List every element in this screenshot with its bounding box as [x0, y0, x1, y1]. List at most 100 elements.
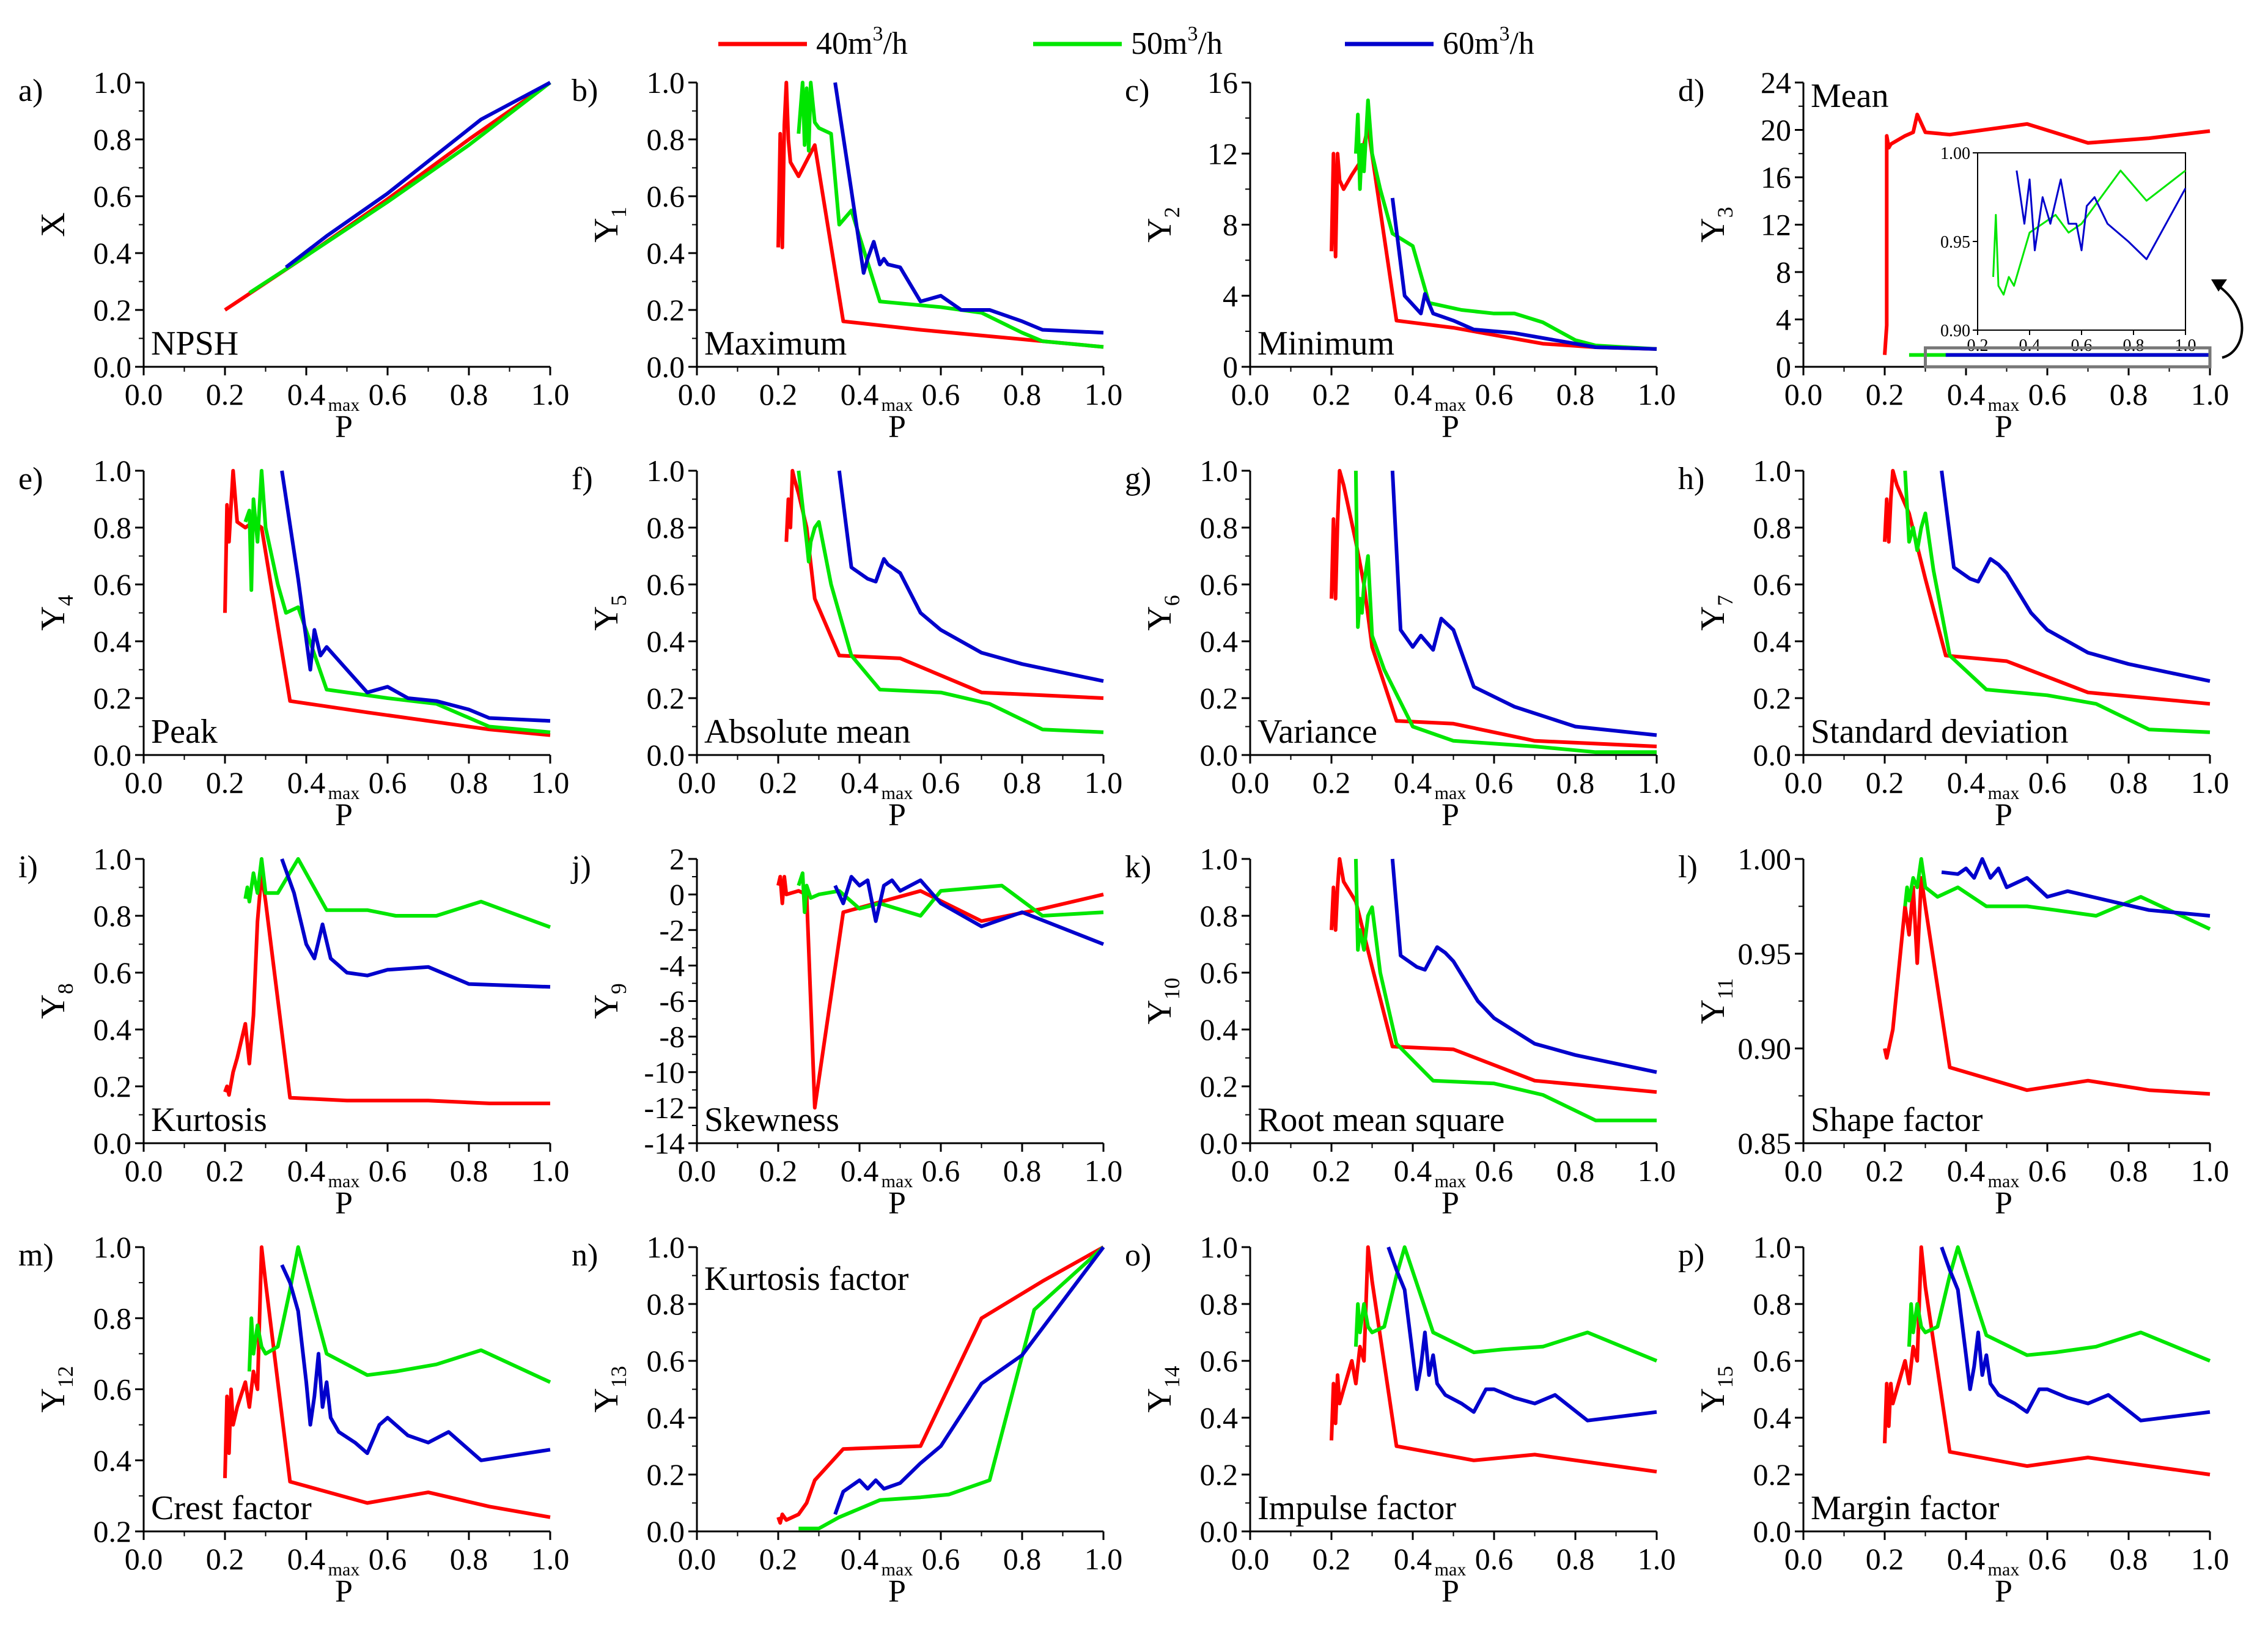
- panel-letter: p): [1678, 1238, 1704, 1273]
- series-line-50: [1353, 470, 1657, 754]
- y-tick-label: 0.4: [1200, 624, 1239, 658]
- y-tick-label: 0.2: [94, 293, 132, 327]
- x-tick-label: 0.4: [1394, 1154, 1432, 1188]
- panel-letter: h): [1678, 462, 1704, 496]
- y-tick-label: 0.0: [1753, 1514, 1792, 1549]
- y-axis-label: Y9: [587, 983, 631, 1018]
- y-tick-label: 0.2: [94, 1514, 132, 1549]
- panel-letter: i): [18, 850, 38, 885]
- x-axis-label: P: [1995, 410, 2012, 444]
- series-line-50: [797, 871, 1104, 918]
- x-tick-label: 0.6: [1475, 377, 1514, 411]
- y-tick-label: 12: [1761, 208, 1791, 242]
- panel-a: 0.0 0.2 0.4 0.6 0.8 1.0 0.0 0.2 0.4 0.6 0.8 1.0 a) Xm…: [18, 65, 569, 444]
- series-line-40: [776, 81, 1104, 349]
- panel-title: Skewness: [704, 1101, 839, 1139]
- inset-x-tick-label: 0.6: [2071, 336, 2093, 355]
- y-tick-label: 0.0: [94, 350, 132, 384]
- x-axis-label-subscript: max: [1435, 395, 1467, 415]
- legend-label: 40m3/h: [816, 23, 908, 61]
- y-tick-label: 0.90: [1738, 1031, 1792, 1066]
- x-tick-label: 1.0: [2191, 1542, 2229, 1576]
- x-axis-label: P: [335, 410, 353, 444]
- panel-letter: g): [1125, 462, 1151, 496]
- series-line-50: [797, 470, 1104, 734]
- y-tick-label: 0.6: [94, 956, 132, 990]
- y-tick-label: 0.6: [1200, 956, 1239, 990]
- series-line-60: [280, 858, 551, 989]
- y-tick-label: 0.0: [94, 1126, 132, 1160]
- y-tick-label: 1.0: [1200, 842, 1239, 876]
- x-tick-label: 0.8: [1003, 377, 1042, 411]
- y-tick-label: 0.0: [94, 738, 132, 772]
- panel-title: Margin factor: [1811, 1489, 2000, 1527]
- x-tick-label: 0.4: [287, 377, 326, 411]
- panel-letter: e): [18, 462, 43, 496]
- y-axis-label: Y7: [1694, 595, 1737, 630]
- y-tick-label: 0.2: [647, 1457, 685, 1492]
- x-tick-label: 0.4: [1947, 377, 1986, 411]
- zoom-arrow-head: [2211, 279, 2227, 292]
- y-tick-label: 0.0: [1200, 1126, 1239, 1160]
- y-tick-label: 0: [669, 877, 685, 912]
- y-tick-label: 0.0: [647, 1514, 685, 1549]
- x-tick-label: 0.4: [1394, 765, 1432, 800]
- y-tick-label: 0.8: [94, 1301, 132, 1335]
- x-axis-label-subscript: max: [1988, 395, 2020, 415]
- x-axis-label: P: [1441, 1186, 1459, 1221]
- inset-y-tick-label: 0.90: [1940, 322, 1970, 341]
- x-axis-label-subscript: max: [1988, 1171, 2020, 1191]
- series-line-60: [1940, 1246, 2211, 1423]
- y-tick-label: 0.2: [647, 293, 685, 327]
- y-tick-label: 0.4: [647, 1401, 685, 1435]
- panel-letter: o): [1125, 1238, 1151, 1273]
- x-tick-label: 0.4: [287, 765, 326, 800]
- series-line-40: [223, 469, 551, 737]
- panel-title: Variance: [1257, 713, 1377, 751]
- y-tick-label: 1.0: [1200, 454, 1239, 488]
- x-axis-label: P: [888, 1574, 906, 1609]
- y-tick-label: 0.8: [647, 1287, 685, 1321]
- series-line-60: [1390, 470, 1657, 737]
- panel-letter: d): [1678, 73, 1704, 108]
- x-tick-label: 0.0: [125, 1542, 163, 1576]
- inset-x-tick-label: 1.0: [2175, 336, 2196, 355]
- y-tick-label: -4: [659, 948, 685, 982]
- series-line-40: [1883, 112, 2211, 355]
- x-tick-label: 0.4: [1947, 1154, 1986, 1188]
- y-tick-label: 0.8: [1200, 899, 1239, 933]
- y-tick-label: 1.0: [647, 65, 685, 100]
- x-tick-label: 0.2: [206, 1154, 245, 1188]
- series-line-60: [1390, 858, 1657, 1074]
- x-axis-label: P: [888, 798, 906, 833]
- series-line-60: [833, 82, 1104, 335]
- panel-title: Shape factor: [1811, 1101, 1983, 1139]
- x-axis-label-subscript: max: [328, 783, 360, 803]
- y-tick-label: 0.0: [647, 350, 685, 384]
- panel-title: Peak: [151, 713, 218, 751]
- x-tick-label: 0.4: [841, 377, 879, 411]
- x-tick-label: 0.0: [1231, 765, 1270, 800]
- y-tick-label: 1.0: [94, 842, 132, 876]
- series-line-50: [798, 1245, 1105, 1531]
- y-tick-label: 0.6: [1753, 1344, 1792, 1378]
- y-tick-label: 2: [669, 842, 685, 876]
- x-tick-label: 0.4: [1394, 1542, 1432, 1576]
- y-tick-label: 1.0: [94, 65, 132, 100]
- x-axis-label-subscript: max: [1435, 783, 1467, 803]
- panel-p: 0.0 0.2 0.4 0.6 0.8 1.0 0.0 0.2 0.4 0.6 0.8 1.0 p) Y1…: [1678, 1230, 2229, 1609]
- y-tick-label: 8: [1223, 208, 1238, 242]
- panel-title: Kurtosis: [151, 1101, 267, 1139]
- y-tick-label: 0.0: [1753, 738, 1792, 772]
- x-tick-label: 0.0: [1784, 377, 1823, 411]
- panel-l: 0.0 0.2 0.4 0.6 0.8 1.0 0.85 0.90 0.95 1.00 l) Y11 m…: [1678, 842, 2229, 1221]
- panel-title: Minimum: [1257, 325, 1394, 363]
- panel-title: Crest factor: [151, 1489, 312, 1527]
- x-tick-label: 0.2: [1313, 765, 1351, 800]
- y-tick-label: 16: [1207, 65, 1238, 100]
- x-axis-label-subscript: max: [328, 1560, 360, 1580]
- zoom-arrow: [2215, 283, 2244, 359]
- x-tick-label: 1.0: [1638, 1542, 1676, 1576]
- y-tick-label: 0.0: [647, 738, 685, 772]
